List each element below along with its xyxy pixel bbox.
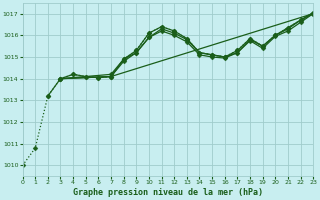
X-axis label: Graphe pression niveau de la mer (hPa): Graphe pression niveau de la mer (hPa) [73,188,263,197]
